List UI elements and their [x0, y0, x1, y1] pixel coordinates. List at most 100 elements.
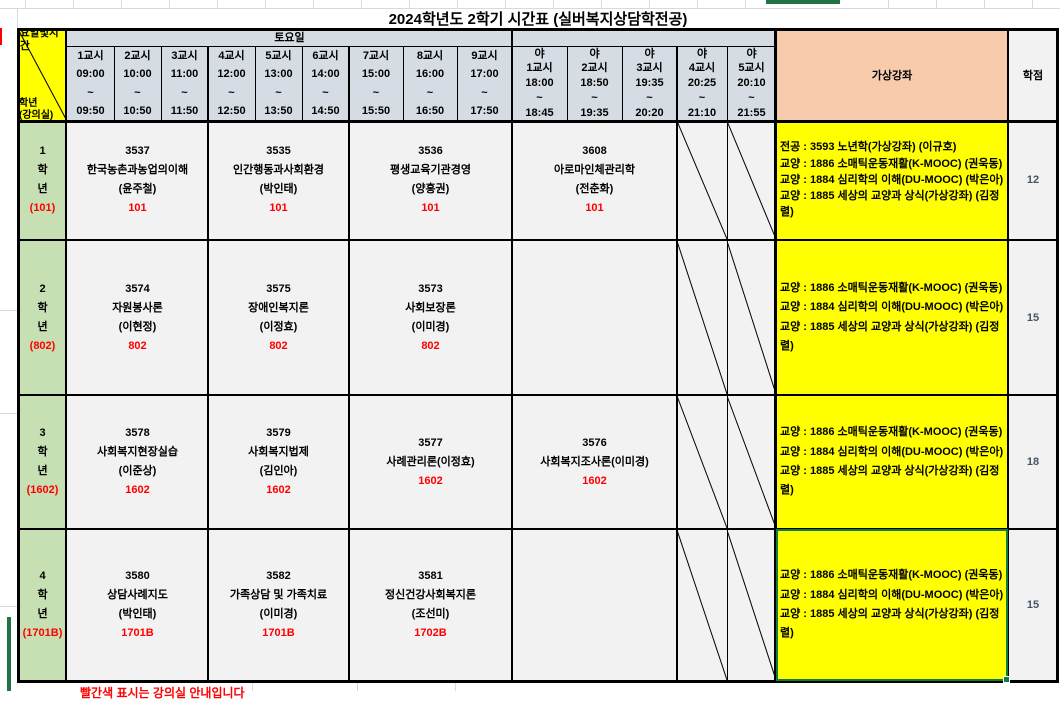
header-band-bg	[18, 29, 776, 121]
sheet-gridline	[17, 8, 18, 29]
grade-header-cell-3[interactable]: 3 학 년 (1602)	[18, 396, 67, 528]
night-period-cell-2[interactable]: 야 2교시 18:50 ~ 19:35	[567, 46, 622, 121]
selection-artifact	[766, 0, 840, 4]
night-course-cell[interactable]: 3608 아로마인체관리학 (전춘화) 101	[512, 121, 677, 239]
course-cell[interactable]: 3579 사회복지법제 (김인아) 1602	[208, 396, 349, 528]
grade-char: 학	[37, 164, 48, 176]
diagonal-cell[interactable]	[727, 241, 776, 394]
day-period-cell-9[interactable]: 9교시 17:00 ~ 17:50	[457, 46, 512, 121]
corner-cell[interactable]: 요일및시간 학년 (강의실)	[18, 29, 67, 121]
virtual-course: 교양 : 1885 세상의 교양과 상식(가상강좌) (김정렬)	[780, 190, 1000, 219]
diagonal-slash-icon	[677, 121, 727, 239]
day-period-cell-6[interactable]: 6교시 14:00 ~ 14:50	[302, 46, 349, 121]
virtual-title: 가상강좌	[871, 70, 913, 82]
period-end: 16:50	[415, 105, 445, 117]
diagonal-slash-icon	[727, 396, 776, 528]
diagonal-cell[interactable]	[727, 121, 776, 239]
period-tilde: ~	[228, 86, 235, 99]
night-period-cell-5[interactable]: 야 5교시 20:10 ~ 21:55	[727, 46, 776, 121]
credits-cell[interactable]: 15	[1008, 241, 1058, 394]
diagonal-cell[interactable]	[727, 396, 776, 528]
selection-artifact	[7, 617, 11, 691]
grade-header-cell-1[interactable]: 1 학 년 (101)	[18, 121, 67, 239]
night-period-cell-1[interactable]: 야 1교시 18:00 ~ 18:45	[512, 46, 567, 121]
course-room: 101	[585, 202, 604, 214]
credits-cell[interactable]: 18	[1008, 396, 1058, 528]
period-start: 18:00	[525, 77, 554, 90]
course-name: 사례관리론(이정효)	[386, 455, 475, 468]
virtual-course: 교양 : 1886 소매틱운동재활(K-MOOC) (권욱동)	[780, 157, 1003, 170]
course-cell[interactable]: 3573 사회보장론 (이미경) 802	[349, 241, 512, 394]
virtual-courses-cell[interactable]: 교양 : 1886 소매틱운동재활(K-MOOC) (권욱동) 교양 : 188…	[777, 530, 1006, 680]
credits-value: 15	[1026, 311, 1040, 324]
virtual-courses-cell[interactable]: 교양 : 1886 소매틱운동재활(K-MOOC) (권욱동) 교양 : 188…	[777, 396, 1006, 528]
virtual-header-cell[interactable]: 가상강좌	[776, 29, 1008, 121]
course-cell[interactable]: 3581 정신건강사회복지론 (조선미) 1702B	[349, 530, 512, 680]
course-code: 3608	[582, 145, 607, 157]
sheet-gridline	[169, 0, 170, 8]
virtual-courses-cell[interactable]: 교양 : 1886 소매틱운동재활(K-MOOC) (권욱동) 교양 : 188…	[777, 241, 1006, 394]
sheet-gridline	[984, 0, 985, 8]
course-cell[interactable]: 3578 사회복지현장실습 (이준상) 1602	[67, 396, 208, 528]
course-cell[interactable]: 3574 자원봉사론 (이현정) 802	[67, 241, 208, 394]
table-border	[17, 120, 1059, 123]
empty-night-cell[interactable]	[512, 241, 677, 394]
selection-border	[776, 529, 1008, 681]
credits-cell[interactable]: 12	[1008, 121, 1058, 239]
course-cell[interactable]: 3582 가족상담 및 가족치료 (이미경) 1701B	[208, 530, 349, 680]
course-room: 802	[269, 339, 288, 352]
credits-title: 학점	[1022, 70, 1044, 82]
diagonal-cell[interactable]	[677, 396, 727, 528]
table-border	[207, 46, 209, 682]
night-period-cell-4[interactable]: 야 4교시 20:25 ~ 21:10	[677, 46, 727, 121]
virtual-courses-cell[interactable]: 전공 : 3593 노년학(가상강좌) (이규호) 교양 : 1886 소매틱운…	[777, 121, 1006, 239]
course-name: 사회보장론	[405, 301, 456, 314]
sheet-gridline	[505, 0, 506, 8]
course-cell[interactable]: 3577 사례관리론(이정효) 1602	[349, 396, 512, 528]
course-cell[interactable]: 3580 상담사례지도 (박인태) 1701B	[67, 530, 208, 680]
grade-header-cell-2[interactable]: 2 학 년 (802)	[18, 241, 67, 394]
credits-header-cell[interactable]: 학점	[1008, 29, 1058, 121]
period-tilde: ~	[646, 91, 653, 104]
grade-header-cell-4[interactable]: 4 학 년 (1701B)	[18, 530, 67, 680]
diagonal-cell[interactable]	[677, 121, 727, 239]
period-tilde: ~	[698, 91, 706, 104]
course-cell[interactable]: 3537 한국농촌과농업의이해 (윤주철) 101	[67, 121, 208, 239]
course-name: 사회복지법제	[248, 446, 309, 458]
course-room: 1701B	[121, 627, 154, 639]
day-period-cell-2[interactable]: 2교시 10:00 ~ 10:50	[114, 46, 161, 121]
grade-char: 년	[37, 183, 48, 195]
course-code: 3576	[582, 436, 607, 449]
table-border	[65, 29, 67, 682]
course-cell[interactable]: 3575 장애인복지론 (이정효) 802	[208, 241, 349, 394]
period-tilde: ~	[372, 86, 380, 99]
course-prof: (박인태)	[118, 608, 157, 620]
diagonal-cell[interactable]	[727, 530, 776, 680]
credits-value: 18	[1026, 456, 1040, 468]
course-cell[interactable]: 3535 인간행동과사회환경 (박인태) 101	[208, 121, 349, 239]
night-period-cell-3[interactable]: 야 3교시 19:35 ~ 20:20	[622, 46, 677, 121]
course-room: 101	[128, 202, 147, 214]
saturday-header-cell[interactable]: 토요일	[274, 32, 305, 44]
day-period-cell-5[interactable]: 5교시 13:00 ~ 13:50	[255, 46, 302, 121]
day-period-cell-3[interactable]: 3교시 11:00 ~ 11:50	[161, 46, 208, 121]
day-period-cell-1[interactable]: 1교시 09:00 ~ 09:50	[67, 46, 114, 121]
day-period-cell-4[interactable]: 4교시 12:00 ~ 12:50	[208, 46, 255, 121]
credits-column-bg	[1008, 29, 1058, 682]
empty-night-cell[interactable]	[512, 530, 677, 680]
day-period-cell-8[interactable]: 8교시 16:00 ~ 16:50	[403, 46, 457, 121]
night-course-cell[interactable]: 3576 사회복지조사론(이미경) 1602	[512, 396, 677, 528]
night-prefix: 야	[746, 47, 757, 60]
sheet-gridline	[252, 683, 253, 691]
sheet-gridline	[25, 0, 26, 8]
fill-handle[interactable]	[1003, 676, 1010, 683]
diagonal-cell[interactable]	[677, 241, 727, 394]
body-bg	[67, 121, 776, 682]
period-end: 21:55	[737, 106, 766, 119]
diagonal-slash-icon	[18, 29, 67, 121]
diagonal-cell[interactable]	[677, 530, 727, 680]
day-period-cell-7[interactable]: 7교시 15:00 ~ 15:50	[349, 46, 403, 121]
course-cell[interactable]: 3536 평생교육기관경영 (양흥권) 101	[349, 121, 512, 239]
credits-cell[interactable]: 15	[1008, 530, 1058, 680]
period-tilde: ~	[426, 86, 434, 99]
